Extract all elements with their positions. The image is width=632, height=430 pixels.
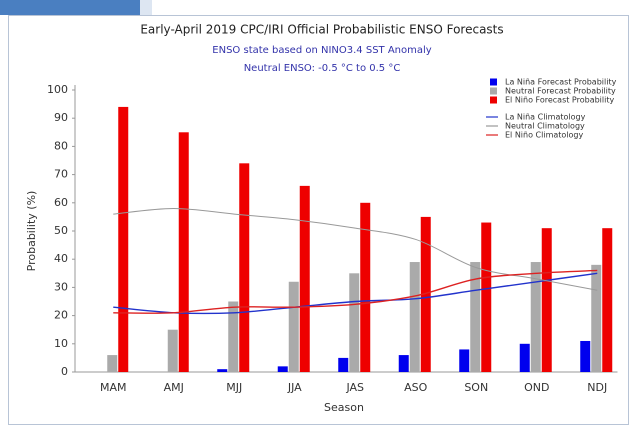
bar: [398, 355, 409, 372]
bar: [470, 262, 481, 372]
bar: [459, 349, 470, 372]
legend-label: La Niña Climatology: [505, 113, 586, 122]
legend-swatch: [490, 78, 497, 86]
y-tick-label: 40: [54, 252, 68, 265]
legend-label: El Niño Forecast Probability: [505, 96, 614, 105]
bar: [118, 106, 129, 373]
y-tick-label: 20: [54, 309, 68, 322]
bar: [107, 355, 118, 372]
bar: [360, 202, 371, 372]
bar: [420, 216, 431, 372]
legend-label: Neutral Climatology: [505, 122, 585, 131]
bar: [530, 262, 541, 372]
y-axis-label: Probability (%): [25, 191, 38, 272]
subtitle: ENSO state based on NINO3.4 SST Anomaly: [212, 45, 431, 56]
frame: [8, 15, 629, 425]
legend-label: La Niña Forecast Probability: [505, 78, 617, 87]
legend-swatch: [490, 96, 497, 104]
x-tick-label: AMJ: [164, 381, 184, 394]
bar: [217, 369, 228, 372]
bar: [541, 228, 552, 372]
bar: [481, 222, 492, 372]
chart-title: Early-April 2019 CPC/IRI Official Probab…: [140, 23, 503, 37]
x-axis-label: Season: [324, 401, 364, 414]
y-tick-label: 50: [54, 224, 68, 237]
bar: [288, 281, 299, 372]
bar: [409, 262, 420, 372]
y-tick-label: 100: [47, 83, 68, 96]
bar: [299, 185, 310, 372]
climatology-line: [113, 269, 598, 314]
x-tick-label: SON: [464, 381, 488, 394]
legend-label: Neutral Forecast Probability: [505, 87, 616, 96]
bar: [580, 340, 591, 372]
y-tick-label: 70: [54, 168, 68, 181]
tab-edge: [140, 0, 152, 15]
bar: [239, 163, 250, 372]
y-tick-label: 0: [61, 365, 68, 378]
y-tick-label: 60: [54, 196, 68, 209]
x-tick-label: OND: [524, 381, 549, 394]
x-tick-label: MJJ: [226, 381, 242, 394]
y-tick-label: 30: [54, 280, 68, 293]
bar: [178, 132, 189, 372]
x-tick-label: ASO: [404, 381, 428, 394]
bar: [519, 343, 530, 372]
bar: [602, 228, 613, 372]
bar: [338, 357, 349, 372]
climatology-line: [113, 272, 598, 315]
x-tick-label: NDJ: [587, 381, 607, 394]
climatology-line: [113, 207, 598, 291]
legend-label: El Niño Climatology: [505, 131, 583, 140]
x-tick-label: JAS: [345, 381, 364, 394]
subtitle: Neutral ENSO: -0.5 °C to 0.5 °C: [244, 63, 401, 74]
legend-swatch: [490, 87, 497, 95]
bar: [277, 366, 288, 372]
y-tick-label: 80: [54, 139, 68, 152]
x-tick-label: JJA: [287, 381, 302, 394]
bar: [228, 301, 239, 372]
bar: [591, 264, 602, 372]
y-tick-label: 10: [54, 337, 68, 350]
bar: [349, 273, 360, 372]
tab: [0, 0, 140, 15]
x-tick-label: MAM: [100, 381, 127, 394]
y-tick-label: 90: [54, 111, 68, 124]
bar: [167, 329, 178, 372]
